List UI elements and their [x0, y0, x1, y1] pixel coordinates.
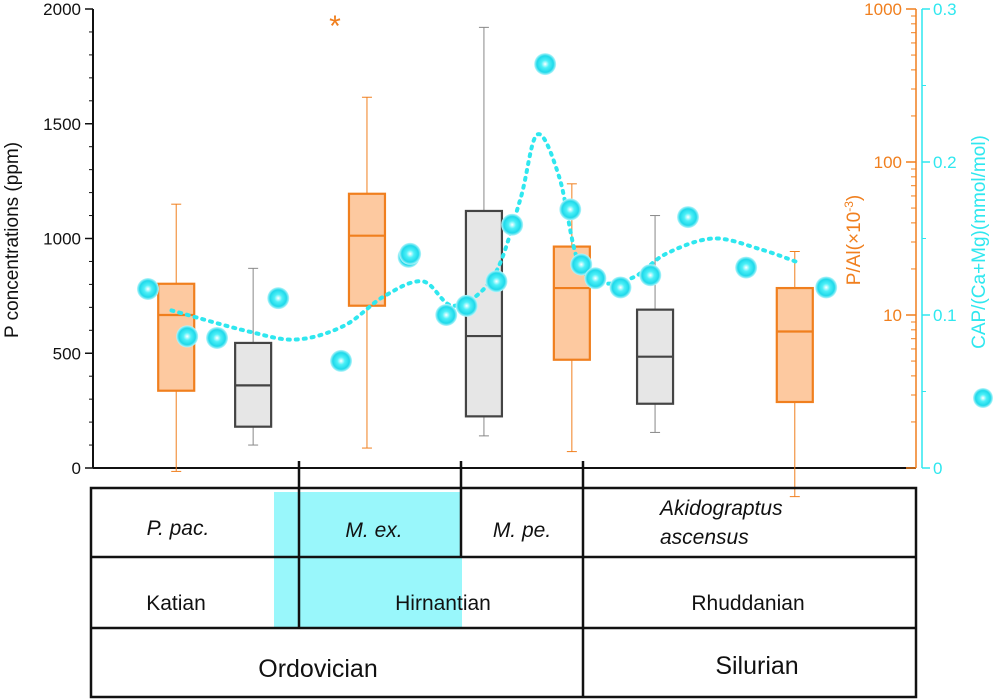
- stage-katian: Katian: [146, 592, 206, 615]
- cap-point: [677, 206, 700, 229]
- cap-point: [330, 349, 353, 372]
- pal-label-sup: -3: [842, 201, 856, 212]
- cap-point: [609, 276, 632, 299]
- system-silurian: Silurian: [715, 652, 798, 680]
- cap-point: [559, 198, 582, 221]
- zone-m-ex: M. ex.: [345, 519, 402, 542]
- axes-group: 0 500 1000 1500 2000 10 100 1000 0 0.1 0.2 0.3: [43, 0, 956, 478]
- zone-m-pe: M. pe.: [493, 519, 551, 542]
- zone-akidograptus: Akidograptus: [658, 497, 783, 520]
- boxplot-group: [157, 26, 814, 498]
- cyan-tick-label: 0.1: [933, 306, 957, 325]
- cap-point: [534, 53, 557, 76]
- cap-point: [584, 267, 607, 290]
- strat-table: [89, 461, 918, 699]
- left-tick-label: 500: [53, 344, 81, 363]
- stage-rhuddanian: Rhuddanian: [691, 592, 804, 615]
- zone-p-pac: P. pac.: [147, 517, 210, 540]
- cap-points-group: [136, 53, 838, 372]
- cap-point: [136, 277, 159, 300]
- orange-tick-label: 10: [883, 306, 902, 325]
- stage-hirnantian: Hirnantian: [395, 592, 491, 615]
- left-tick-label: 2000: [43, 0, 81, 19]
- left-tick-label: 1000: [43, 230, 81, 249]
- cap-trend-line: [169, 132, 802, 342]
- orange-tick-label: 100: [874, 153, 902, 172]
- cap-point: [267, 287, 290, 310]
- cap-point: [570, 253, 593, 276]
- cap-point: [485, 270, 508, 293]
- cap-point: [176, 325, 199, 348]
- hirnantian-highlight: [274, 492, 462, 628]
- cap-point: [435, 304, 458, 326]
- system-ordovician: Ordovician: [258, 655, 378, 683]
- cyan-tick-label: 0.3: [933, 0, 957, 19]
- pal-label-tail: ): [844, 195, 865, 201]
- cap-point: [399, 242, 422, 265]
- outlier-asterisk: *: [329, 10, 341, 43]
- pal-label-main: P/Al(×10: [844, 212, 865, 285]
- box-body: [347, 192, 387, 307]
- cap-point: [206, 326, 229, 349]
- zone-ascensus: ascensus: [660, 526, 749, 549]
- right-axis-orange-label: P/Al(×10-3): [842, 195, 865, 285]
- left-tick-label: 0: [72, 459, 81, 478]
- right-axis-cyan-label: CAP/(Ca+Mg)(mmol/mol): [969, 135, 990, 349]
- cap-point: [815, 276, 838, 299]
- cap-point: [639, 264, 662, 287]
- cap-point: [501, 213, 524, 236]
- orange-tick-label: 1000: [864, 0, 902, 19]
- cyan-tick-label: 0: [933, 459, 942, 478]
- cap-point: [735, 256, 758, 279]
- box-body: [775, 286, 814, 404]
- cap-legend-marker: [973, 388, 993, 408]
- left-axis-label: P concentrations (ppm): [2, 142, 23, 338]
- left-tick-label: 1500: [43, 115, 81, 134]
- cyan-tick-label: 0.2: [933, 153, 957, 172]
- cap-point: [455, 294, 478, 317]
